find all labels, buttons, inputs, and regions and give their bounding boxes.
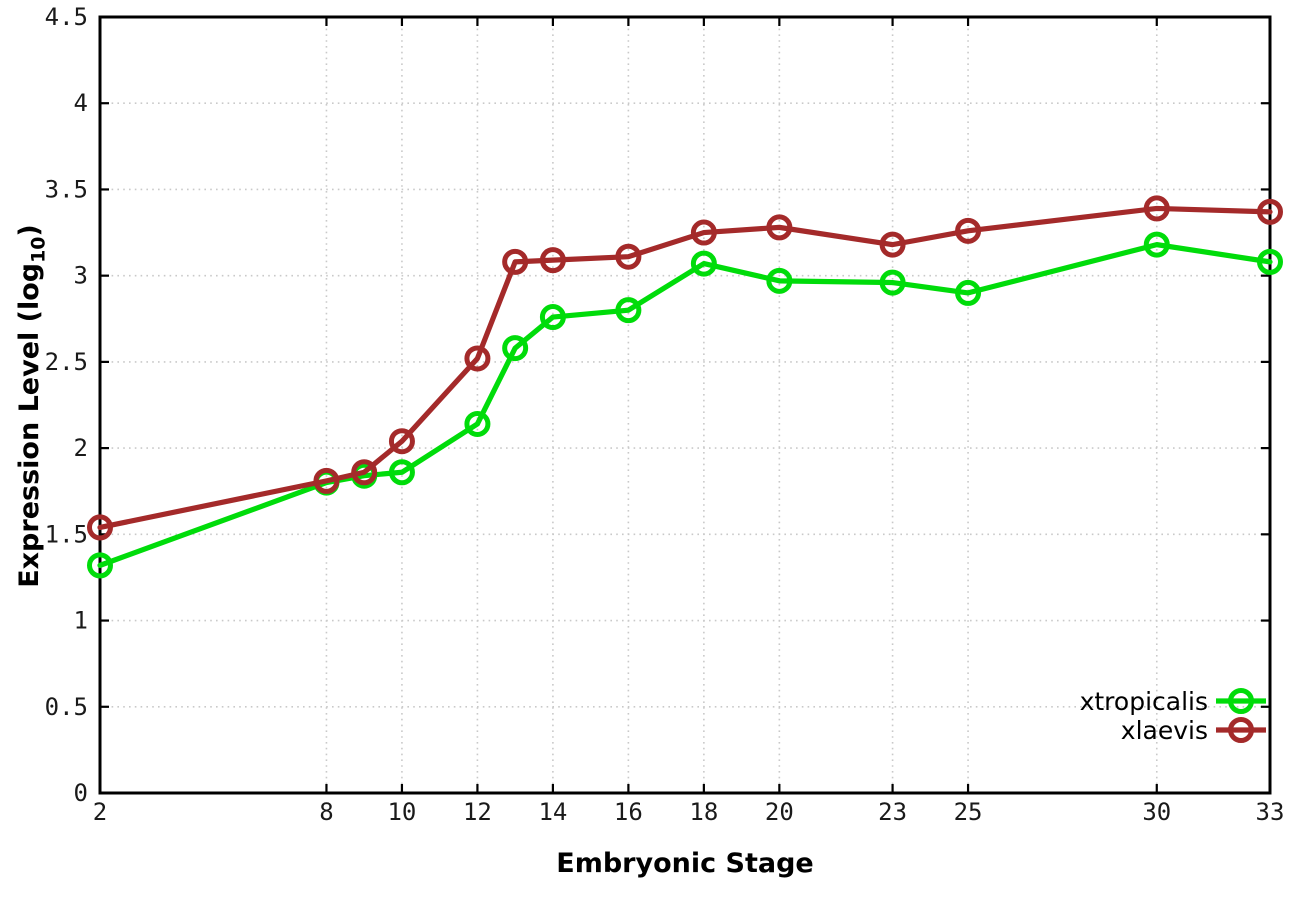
y-axis-label-text: Expression Level (log xyxy=(14,262,45,588)
data-point-xlaevis xyxy=(766,214,793,241)
x-tick-label: 30 xyxy=(1142,798,1171,826)
y-tick-label: 4 xyxy=(74,89,88,117)
data-point-xtropicalis xyxy=(388,459,415,486)
data-point-xtropicalis xyxy=(690,250,717,277)
y-tick-label: 3 xyxy=(74,262,88,290)
x-tick-label: 16 xyxy=(614,798,643,826)
x-tick-label: 20 xyxy=(765,798,794,826)
y-axis-label: Expression Level (log10) xyxy=(9,156,51,656)
x-tick-label: 12 xyxy=(463,798,492,826)
data-point-xtropicalis xyxy=(1143,231,1170,258)
x-tick-label: 18 xyxy=(689,798,718,826)
y-tick-label: 3.5 xyxy=(45,175,88,203)
x-tick-label: 33 xyxy=(1256,798,1285,826)
data-point-xlaevis xyxy=(539,247,566,274)
data-point-xlaevis xyxy=(955,217,982,244)
x-tick-label: 2 xyxy=(93,798,107,826)
x-tick-label: 25 xyxy=(954,798,983,826)
data-point-xtropicalis xyxy=(955,279,982,306)
data-point-xlaevis xyxy=(502,248,529,275)
y-tick-label: 4.5 xyxy=(45,3,88,31)
y-tick-label: 2 xyxy=(74,434,88,462)
legend-sample-marker-xtropicalis xyxy=(1228,688,1254,714)
data-point-xlaevis xyxy=(313,467,340,494)
y-tick-label: 0 xyxy=(74,779,88,807)
data-point-xlaevis xyxy=(1257,198,1283,225)
data-point-xlaevis xyxy=(351,459,378,486)
data-point-xlaevis xyxy=(464,345,491,372)
data-point-xtropicalis xyxy=(502,335,529,362)
x-tick-label: 23 xyxy=(878,798,907,826)
data-point-xtropicalis xyxy=(1257,248,1283,275)
legend-label-xlaevis: xlaevis xyxy=(1121,716,1208,745)
y-tick-label: 1 xyxy=(74,607,88,635)
y-tick-label: 1.5 xyxy=(45,520,88,548)
data-point-xtropicalis xyxy=(464,410,491,437)
data-point-xlaevis xyxy=(879,231,906,258)
x-tick-label: 8 xyxy=(319,798,333,826)
data-point-xtropicalis xyxy=(87,552,113,579)
x-tick-label: 14 xyxy=(538,798,567,826)
y-axis-label-subscript: 10 xyxy=(27,236,50,263)
series-line-xlaevis xyxy=(97,205,1273,531)
legend-label-xtropicalis: xtropicalis xyxy=(1080,687,1208,716)
data-point-xtropicalis xyxy=(539,304,566,331)
data-point-xtropicalis xyxy=(879,269,906,296)
data-point-xtropicalis xyxy=(615,297,642,324)
data-point-xlaevis xyxy=(615,243,642,270)
y-axis-label-suffix: ) xyxy=(14,224,45,237)
series-line-xtropicalis xyxy=(97,242,1273,568)
data-point-xlaevis xyxy=(1143,195,1170,222)
data-point-xtropicalis xyxy=(766,267,793,294)
plot-border xyxy=(98,15,1272,795)
data-point-xlaevis xyxy=(690,219,717,246)
y-tick-label: 2.5 xyxy=(45,348,88,376)
legend-sample-marker-xlaevis xyxy=(1228,717,1254,743)
data-point-xlaevis xyxy=(388,428,415,455)
x-tick-label: 10 xyxy=(387,798,416,826)
data-point-xlaevis xyxy=(87,514,113,541)
x-axis-label: Embryonic Stage xyxy=(556,848,814,879)
y-tick-label: 0.5 xyxy=(45,693,88,721)
